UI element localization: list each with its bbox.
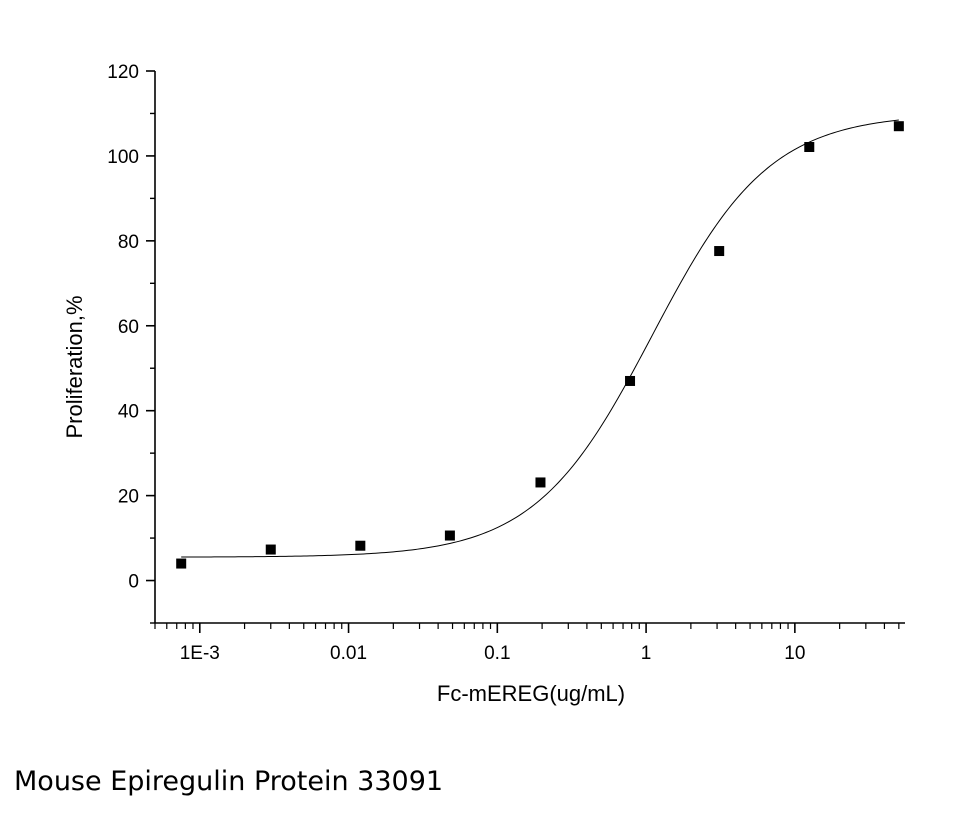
x-tick-label: 10 <box>784 643 805 664</box>
y-tick-label: 60 <box>118 317 139 338</box>
data-point <box>893 121 904 132</box>
x-tick-label: 1E-3 <box>180 643 220 664</box>
data-point <box>176 558 187 569</box>
data-point <box>804 142 815 153</box>
data-point <box>265 544 276 555</box>
data-point <box>625 375 636 386</box>
y-tick-label: 20 <box>118 487 139 508</box>
axes: 0 20 40 60 80 100 120 1E-3 0.01 0.1 1 10 <box>107 62 905 664</box>
figure-caption: Mouse Epiregulin Protein 33091 <box>14 766 444 797</box>
x-tick-label: 1 <box>641 643 652 664</box>
y-tick-label: 120 <box>107 62 139 83</box>
y-tick-label: 100 <box>107 147 139 168</box>
data-point <box>444 530 455 541</box>
fit-curve-group <box>181 119 899 558</box>
data-point <box>535 477 546 488</box>
x-axis-title: Fc-mEREG(ug/mL) <box>437 681 625 706</box>
y-axis-title: Proliferation,% <box>62 295 87 438</box>
data-point <box>355 540 366 551</box>
y-tick-label: 0 <box>128 572 139 593</box>
x-tick-label: 0.1 <box>484 643 510 664</box>
fit-curve-line <box>181 119 899 558</box>
y-tick-label: 40 <box>118 402 139 423</box>
data-point <box>714 246 725 257</box>
y-tick-label: 80 <box>118 232 139 253</box>
x-tick-label: 0.01 <box>330 643 367 664</box>
data-points <box>176 121 904 569</box>
